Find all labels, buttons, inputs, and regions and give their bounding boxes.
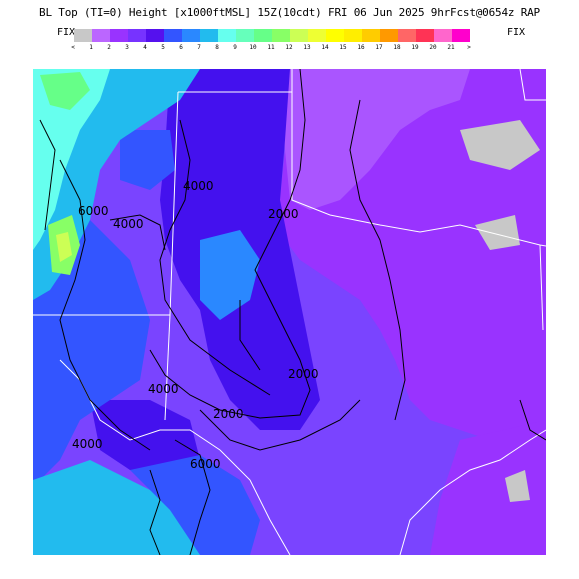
contour-label: 6000	[190, 457, 221, 471]
color-swatch	[182, 29, 200, 42]
state-borders	[33, 69, 546, 555]
color-scale-tick: 9	[233, 44, 237, 51]
map-title: BL Top (TI=0) Height [x1000ftMSL] 15Z(10…	[39, 6, 540, 19]
fix-label-right: FIX	[507, 27, 526, 38]
color-swatch	[236, 29, 254, 42]
color-swatch	[398, 29, 416, 42]
color-swatch	[362, 29, 380, 42]
contour-label: 4000	[113, 217, 144, 231]
fix-label-left: FIX	[57, 27, 76, 38]
color-scale-tick: 1	[89, 44, 93, 51]
contour-labels: 6000 4000 4000 2000 2000 2000 4000 4000 6000	[72, 179, 319, 471]
color-swatch	[290, 29, 308, 42]
color-swatch	[326, 29, 344, 42]
blue-region-west	[33, 220, 150, 480]
color-scale-ticks: <1 2 3 4 5 6 7 8 9 10 11 12 13 14 15 16 17 18 19 20 21 >	[64, 44, 478, 54]
contour-label: 4000	[72, 437, 103, 451]
color-scale-bar	[74, 29, 470, 42]
color-scale-tick: 13	[303, 44, 311, 51]
color-swatch	[272, 29, 290, 42]
yellow-core-mid	[56, 232, 72, 262]
color-swatch	[434, 29, 452, 42]
gray-patch-southeast	[505, 470, 530, 502]
color-swatch	[74, 29, 92, 42]
color-scale-tick: 19	[411, 44, 419, 51]
contour-label: 2000	[213, 407, 244, 421]
color-scale-tick: 3	[125, 44, 129, 51]
color-scale-tick: 10	[249, 44, 257, 51]
color-scale-tick: 8	[215, 44, 219, 51]
color-swatch	[344, 29, 362, 42]
green-band-northwest	[40, 72, 90, 110]
color-scale-tick: 21	[447, 44, 455, 51]
color-swatch	[380, 29, 398, 42]
light-violet-region-north	[280, 69, 470, 210]
gray-patch-east	[475, 215, 520, 250]
weather-map: 6000 4000 4000 2000 2000 2000 4000 4000 6000	[33, 69, 546, 555]
color-swatch	[164, 29, 182, 42]
color-swatch	[92, 29, 110, 42]
color-scale-tick: 17	[375, 44, 383, 51]
color-scale-tick: 14	[321, 44, 329, 51]
contour-label: 4000	[148, 382, 179, 396]
contour-label: 2000	[288, 367, 319, 381]
color-swatch	[416, 29, 434, 42]
blue-patch-north	[120, 130, 175, 190]
contour-label: 4000	[183, 179, 214, 193]
violet-region-southeast	[430, 420, 546, 555]
color-scale-tick: 16	[357, 44, 365, 51]
color-scale-tick: >	[467, 44, 471, 51]
color-swatch	[200, 29, 218, 42]
color-scale-tick: 6	[179, 44, 183, 51]
color-scale-tick: 5	[161, 44, 165, 51]
cyan-region-southwest	[33, 460, 230, 555]
gray-patch-northeast	[460, 120, 540, 170]
contour-label: 2000	[268, 207, 299, 221]
color-scale-tick: 20	[429, 44, 437, 51]
color-scale-tick: 15	[339, 44, 347, 51]
color-scale-tick: 4	[143, 44, 147, 51]
color-scale-tick: 11	[267, 44, 275, 51]
color-swatch	[218, 29, 236, 42]
color-scale-tick: 12	[285, 44, 293, 51]
color-swatch	[308, 29, 326, 42]
blue-region-south	[130, 455, 260, 555]
color-scale-tick: 7	[197, 44, 201, 51]
color-scale-tick: 2	[107, 44, 111, 51]
color-swatch	[146, 29, 164, 42]
color-swatch	[110, 29, 128, 42]
contour-lines	[39, 69, 546, 555]
color-scale-tick: 18	[393, 44, 401, 51]
contour-label: 6000	[78, 204, 109, 218]
teal-region-northwest	[33, 69, 110, 250]
blue-patch-central	[200, 230, 260, 320]
color-swatch	[254, 29, 272, 42]
deep-blue-south	[90, 400, 200, 480]
color-swatch	[452, 29, 470, 42]
color-swatch	[128, 29, 146, 42]
color-scale-tick: <	[71, 44, 75, 51]
